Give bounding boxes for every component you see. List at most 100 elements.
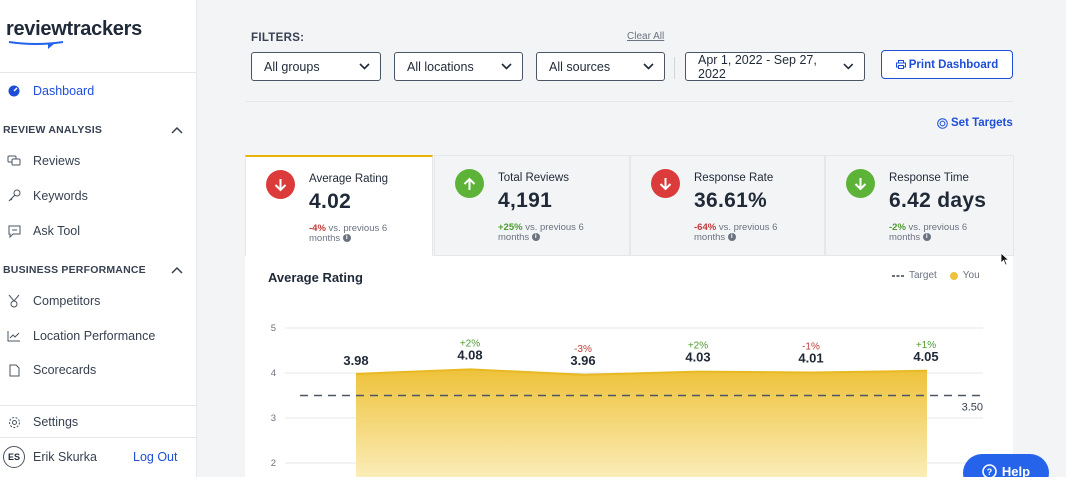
change-text: vs. previous 6 months	[309, 223, 388, 244]
section-review-analysis[interactable]: REVIEW ANALYSIS	[3, 122, 193, 138]
sidebar-item-ask-tool[interactable]: Ask Tool	[0, 217, 196, 245]
sidebar-item-reviews[interactable]: Reviews	[0, 147, 196, 175]
sidebar-item-keywords[interactable]: Keywords	[0, 182, 196, 210]
change-text: vs. previous 6 months	[889, 222, 968, 243]
clear-all-link[interactable]: Clear All	[627, 31, 665, 42]
avatar: ES	[3, 446, 25, 468]
kpi-title: Average Rating	[309, 173, 389, 185]
filter-separator	[674, 57, 675, 79]
help-icon: ?	[982, 464, 997, 477]
kpi-title: Total Reviews	[498, 172, 569, 184]
sidebar-item-scorecards[interactable]: Scorecards	[0, 356, 196, 384]
kpi-change: +25% vs. previous 6 months i	[498, 223, 608, 243]
y-tick-label: 4	[271, 368, 276, 379]
kpi-card-total-reviews[interactable]: Total Reviews 4,191 +25% vs. previous 6 …	[434, 155, 630, 256]
select-value: Apr 1, 2022 - Sep 27, 2022	[698, 52, 817, 81]
filters-label: FILTERS:	[251, 32, 305, 44]
change-label: +2%	[460, 338, 480, 349]
data-label: 4.08	[457, 347, 482, 362]
help-button[interactable]: ? Help	[963, 454, 1049, 477]
section-business-performance[interactable]: BUSINESS PERFORMANCE	[3, 262, 193, 278]
section-title: BUSINESS PERFORMANCE	[3, 264, 146, 276]
kpi-change: -4% vs. previous 6 months i	[309, 224, 419, 244]
change-percent: -4%	[309, 223, 326, 234]
kpi-card-response-time[interactable]: Response Time 6.42 days -2% vs. previous…	[825, 155, 1014, 256]
set-targets-link[interactable]: Set Targets	[937, 117, 1013, 129]
series-area-you	[356, 369, 927, 477]
series-line-you	[355, 368, 928, 376]
svg-text:?: ?	[987, 467, 993, 477]
arrow-down-icon	[651, 169, 680, 198]
chart-legend: Target You	[892, 270, 980, 281]
user-name: Erik Skurka	[33, 450, 97, 464]
gear-icon	[7, 415, 21, 429]
document-icon	[7, 363, 21, 377]
dashed-line-icon	[892, 274, 904, 277]
select-value: All sources	[549, 59, 611, 74]
change-percent: -2%	[889, 222, 906, 233]
target-label: 3.50	[962, 402, 983, 414]
sidebar: reviewtrackers Dashboard REVIEW ANALYSIS…	[0, 0, 197, 477]
sidebar-divider	[0, 405, 196, 406]
sources-select[interactable]: All sources	[536, 52, 665, 81]
kpi-card-average-rating[interactable]: Average Rating 4.02 -4% vs. previous 6 m…	[245, 155, 433, 256]
print-label: Print Dashboard	[908, 58, 999, 71]
arrow-down-icon	[846, 169, 875, 198]
kpi-title: Response Rate	[694, 172, 774, 184]
change-text: vs. previous 6 months	[694, 222, 778, 243]
date-range-select[interactable]: Apr 1, 2022 - Sep 27, 2022	[685, 52, 865, 81]
y-tick-label: 5	[271, 323, 276, 334]
dashboard-icon	[7, 84, 21, 98]
sidebar-item-label: Reviews	[33, 154, 81, 168]
print-dashboard-button[interactable]: Print Dashboard	[881, 50, 1013, 79]
sidebar-item-label: Scorecards	[33, 363, 97, 377]
info-icon[interactable]: i	[922, 233, 931, 242]
sidebar-item-label: Competitors	[33, 294, 101, 308]
sidebar-item-dashboard[interactable]: Dashboard	[0, 77, 196, 105]
sidebar-divider	[0, 437, 196, 438]
kpi-value: 36.61%	[694, 189, 768, 212]
data-label: 4.01	[798, 351, 823, 366]
set-targets-label: Set Targets	[951, 117, 1013, 129]
chevron-down-icon	[501, 63, 512, 70]
brand-logo[interactable]: reviewtrackers	[6, 18, 142, 40]
select-value: All groups	[264, 59, 320, 74]
chat-icon	[7, 224, 21, 238]
section-title: REVIEW ANALYSIS	[3, 124, 103, 136]
sidebar-item-label: Settings	[33, 415, 79, 429]
groups-select[interactable]: All groups	[251, 52, 381, 81]
key-icon	[7, 189, 21, 203]
change-percent: -64%	[694, 222, 717, 233]
sidebar-item-competitors[interactable]: Competitors	[0, 287, 196, 315]
logout-link[interactable]: Log Out	[133, 450, 178, 464]
kpi-value: 4,191	[498, 189, 553, 212]
kpi-change: -64% vs. previous 6 months i	[694, 223, 804, 243]
kpi-card-response-rate[interactable]: Response Rate 36.61% -64% vs. previous 6…	[630, 155, 825, 256]
legend-you[interactable]: You	[962, 270, 980, 281]
select-value: All locations	[407, 59, 474, 74]
legend-target[interactable]: Target	[909, 270, 937, 281]
info-icon[interactable]: i	[727, 233, 736, 242]
sidebar-item-location-performance[interactable]: Location Performance	[0, 322, 196, 350]
y-tick-label: 2	[271, 458, 276, 469]
kpi-title: Response Time	[889, 172, 969, 184]
info-icon[interactable]: i	[531, 233, 540, 242]
sidebar-item-label: Dashboard	[33, 84, 95, 98]
trend-chart-icon	[7, 329, 21, 343]
sidebar-divider	[0, 72, 196, 73]
user-profile[interactable]: ES Erik Skurka	[0, 443, 196, 471]
filters-divider	[245, 101, 1013, 102]
data-label: 3.98	[343, 353, 368, 368]
locations-select[interactable]: All locations	[394, 52, 523, 81]
arrow-up-icon	[455, 169, 484, 198]
help-label: Help	[1001, 464, 1031, 477]
average-rating-chart-card: Average Rating Target You 5 4 3 2 3.50 3.98 4.…	[245, 256, 1013, 477]
kpi-change: -2% vs. previous 6 months i	[889, 223, 999, 243]
chevron-down-icon	[643, 63, 654, 70]
change-label: +1%	[916, 340, 936, 351]
info-icon[interactable]: i	[342, 234, 351, 243]
sidebar-item-settings[interactable]: Settings	[0, 408, 196, 436]
sidebar-item-label: Ask Tool	[33, 224, 81, 238]
change-text: vs. previous 6 months	[498, 222, 584, 243]
chevron-down-icon	[843, 63, 854, 70]
